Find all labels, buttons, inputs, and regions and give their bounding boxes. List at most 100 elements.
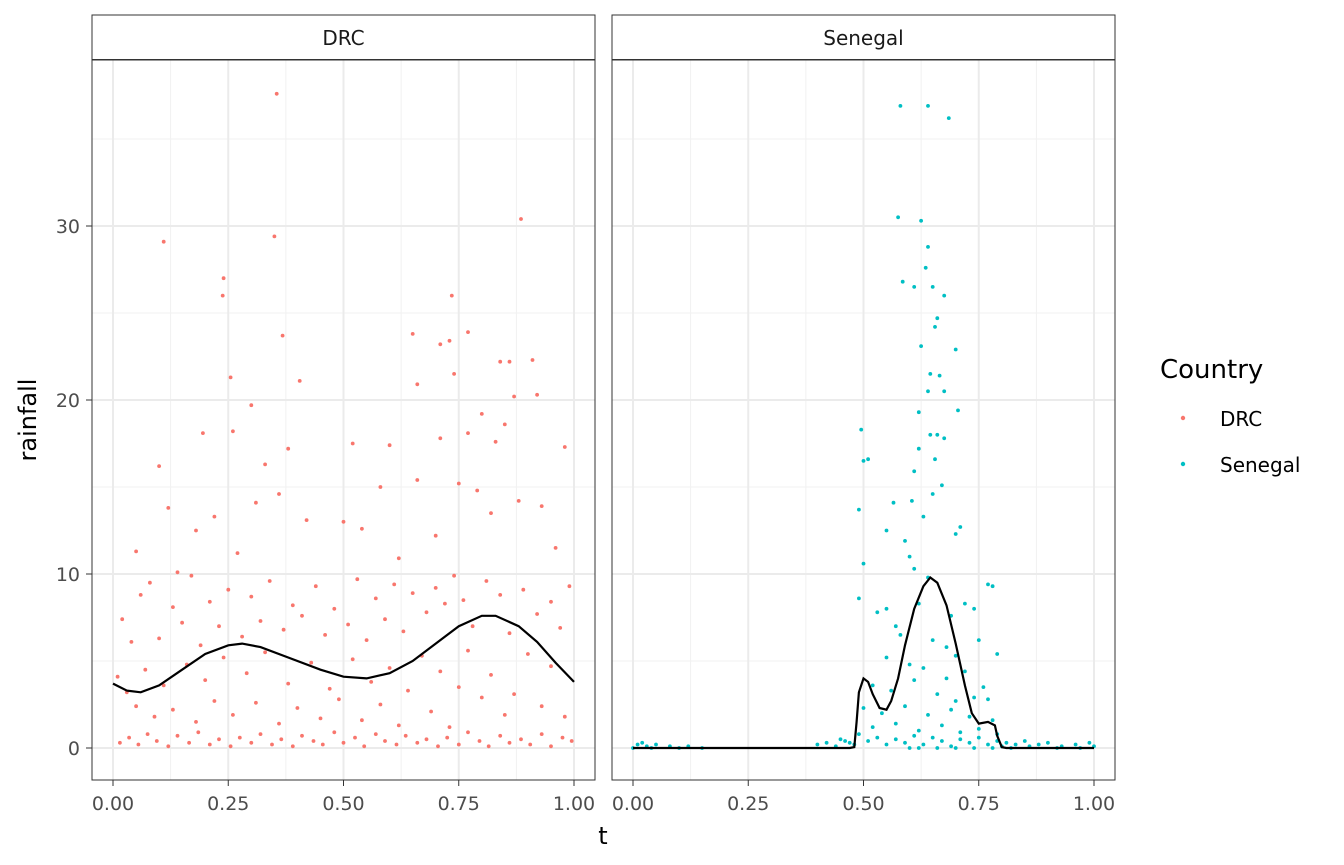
data-point <box>930 735 935 740</box>
data-point <box>953 653 958 658</box>
data-point <box>438 342 443 347</box>
data-point <box>875 610 880 615</box>
data-point <box>861 561 866 566</box>
data-point <box>928 432 933 437</box>
y-tick-label: 10 <box>56 564 80 586</box>
data-point <box>884 606 889 611</box>
data-point <box>935 746 940 750</box>
y-axis: 0 10 20 30 <box>56 216 92 760</box>
data-point <box>175 733 180 738</box>
data-point <box>558 626 563 630</box>
data-point <box>254 700 258 705</box>
data-point <box>838 737 843 742</box>
data-point <box>332 606 337 611</box>
data-point <box>364 638 369 642</box>
data-point <box>194 720 198 724</box>
data-point <box>967 714 972 719</box>
data-point <box>152 714 157 719</box>
data-point <box>475 488 480 493</box>
data-point <box>396 556 401 561</box>
x-tick-label: 0.00 <box>612 793 654 815</box>
x-tick-label: 0.75 <box>438 793 480 815</box>
data-point <box>635 742 640 747</box>
data-point <box>958 737 963 742</box>
data-point <box>438 436 443 441</box>
x-tick-label: 0.25 <box>207 793 249 815</box>
data-point <box>870 725 875 729</box>
data-point <box>926 104 930 108</box>
data-point <box>866 739 870 743</box>
data-point <box>341 740 346 745</box>
data-point <box>217 737 221 742</box>
data-point <box>857 596 861 601</box>
data-point <box>406 688 410 693</box>
data-point <box>898 104 903 108</box>
data-point <box>512 692 516 696</box>
data-point <box>539 732 544 736</box>
data-point <box>986 742 990 747</box>
data-point <box>942 389 947 394</box>
data-point <box>267 579 272 583</box>
data-point <box>373 596 378 601</box>
data-point <box>350 657 355 662</box>
data-point <box>986 582 990 587</box>
panel-drc-grid <box>92 60 595 780</box>
data-point <box>341 519 346 524</box>
data-point <box>207 742 212 747</box>
data-point <box>145 732 150 736</box>
data-point <box>493 439 498 444</box>
data-point <box>976 727 981 731</box>
panel-drc-strip-label: DRC <box>322 26 364 50</box>
legend-key-senegal <box>1180 461 1186 467</box>
data-point <box>963 669 967 674</box>
y-axis-label: rainfall <box>14 379 42 462</box>
data-point <box>884 528 889 533</box>
data-point <box>449 293 454 298</box>
data-point <box>403 733 408 738</box>
data-point <box>935 692 940 696</box>
panel-senegal-strip <box>611 14 1116 61</box>
data-point <box>498 359 503 364</box>
panel-senegal-points <box>631 104 1096 750</box>
data-point <box>1073 742 1078 747</box>
data-point <box>410 591 415 595</box>
data-point <box>272 234 277 239</box>
panel-drc: DRC 0.00 0.25 0.50 0.75 1.00 <box>91 14 596 815</box>
data-point <box>134 704 139 709</box>
data-point <box>290 603 295 608</box>
data-point <box>207 599 212 604</box>
data-point <box>221 276 226 281</box>
data-point <box>300 733 304 738</box>
data-point <box>926 713 930 717</box>
data-point <box>498 733 503 738</box>
x-tick-label: 0.25 <box>727 793 769 815</box>
data-point <box>843 739 847 743</box>
y-tick-label: 20 <box>56 390 80 412</box>
data-point <box>196 730 201 735</box>
data-point <box>452 573 456 578</box>
data-point <box>933 457 937 462</box>
data-point <box>981 685 986 689</box>
data-point <box>228 744 233 749</box>
data-point <box>567 584 572 589</box>
data-point <box>360 718 364 723</box>
data-point <box>502 713 507 717</box>
data-point <box>466 730 470 735</box>
data-point <box>489 673 493 677</box>
panel-senegal-x-axis: 0.00 0.25 0.50 0.75 1.00 <box>612 780 1115 815</box>
legend-key-drc <box>1180 415 1186 421</box>
panel-senegal-smooth-line <box>633 575 1094 750</box>
data-point <box>171 707 175 712</box>
data-point <box>1036 742 1041 747</box>
data-point <box>940 483 944 488</box>
data-point <box>249 403 254 408</box>
data-point <box>870 683 875 688</box>
data-point <box>477 739 482 743</box>
data-point <box>916 746 921 750</box>
data-point <box>912 469 917 474</box>
data-point <box>926 245 930 249</box>
data-point <box>221 655 226 660</box>
data-point <box>198 643 203 648</box>
legend-title: Country <box>1160 355 1263 385</box>
data-point <box>569 739 574 743</box>
